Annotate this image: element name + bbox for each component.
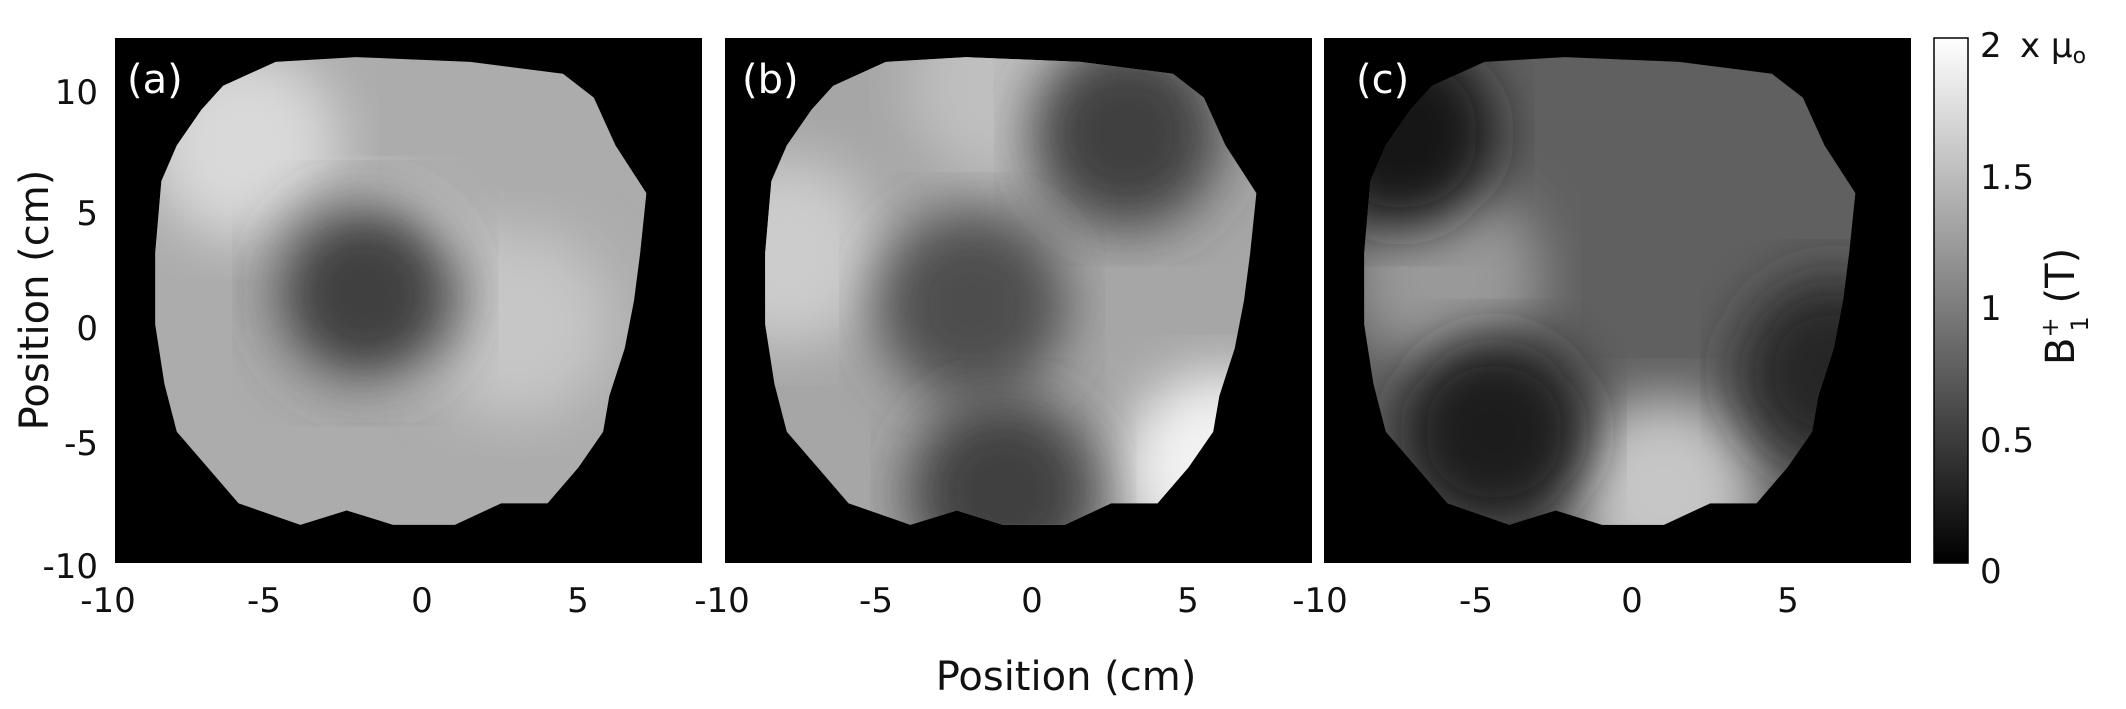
field-shadow [1031,57,1222,229]
colorbar-label-main: B [2038,338,2084,365]
x-tick-label: 0 [411,581,433,621]
colorbar-label-sup: + [2036,317,2064,337]
y-tick-label: 10 [55,73,98,113]
panel-c-label: (c) [1356,57,1409,103]
panel-b-field [765,57,1257,525]
colorbar-tick-label: 1.5 [1980,158,2034,198]
x-tick-label: -5 [1459,581,1493,621]
y-tick-label: 5 [76,194,98,234]
field-variation [765,57,1257,525]
x-tick-label: 0 [1621,581,1643,621]
colorbar-tick-label: 0.5 [1980,421,2034,461]
x-tick-label: -10 [1292,581,1348,621]
x-axis-label: Position (cm) [936,654,1197,700]
panel-b-label: (b) [742,57,799,103]
y-tick-label: -10 [42,547,98,587]
colorbar-tick-label: 1 [1980,289,2002,329]
panel-c: (c) [1324,38,1911,563]
field-highlight [1364,181,1543,372]
x-tick-label: -10 [694,581,750,621]
panel-a-label: (a) [127,57,183,103]
field-shadow [1398,336,1589,525]
colorbar-unit: x μo [2020,26,2086,69]
x-axis-ticks-b: -10 -5 0 5 [694,581,1199,621]
field-shadow [908,396,1099,525]
colorbar-gradient [1933,37,1969,564]
y-axis-label: Position (cm) [12,170,58,431]
colorbar-tick-label: 0 [1980,552,2002,592]
x-tick-label: 5 [1177,581,1199,621]
y-tick-label: -5 [64,424,98,464]
field-variation [155,57,612,420]
panel-b: (b) [725,38,1312,563]
colorbar-label-tail: (T) [2038,248,2084,316]
x-axis-ticks-a: -10 -5 0 5 [80,581,589,621]
colorbar-label-sub: 1 [2066,316,2094,331]
x-tick-label: 5 [1777,581,1799,621]
x-axis-ticks-c: -10 -5 0 5 [1292,581,1799,621]
x-tick-label: -5 [859,581,893,621]
x-tick-label: 0 [1021,581,1043,621]
field-highlight [1568,396,1759,525]
x-tick-label: -5 [247,581,281,621]
field-highlight [765,157,882,348]
field-shadow [1364,57,1497,229]
x-tick-label: 5 [567,581,589,621]
x-tick-label: -10 [80,581,136,621]
panel-a-field [155,57,647,525]
colorbar-unit-subscript: o [2073,44,2086,69]
panel-a: (a) [115,38,702,563]
colorbar: 2 1.5 1 0.5 0 x μo B+1 (T) [1933,26,2094,592]
colorbar-unit-prefix: x μ [2020,26,2073,66]
field-shadow [270,198,461,389]
colorbar-label: B+1 (T) [2036,248,2094,365]
field-highlight [421,229,612,420]
y-axis-ticks: 10 5 0 -5 -10 [42,73,98,587]
colorbar-tick-label: 2 [1980,26,2002,66]
y-tick-label: 0 [76,309,98,349]
field-shadow [877,210,1068,401]
